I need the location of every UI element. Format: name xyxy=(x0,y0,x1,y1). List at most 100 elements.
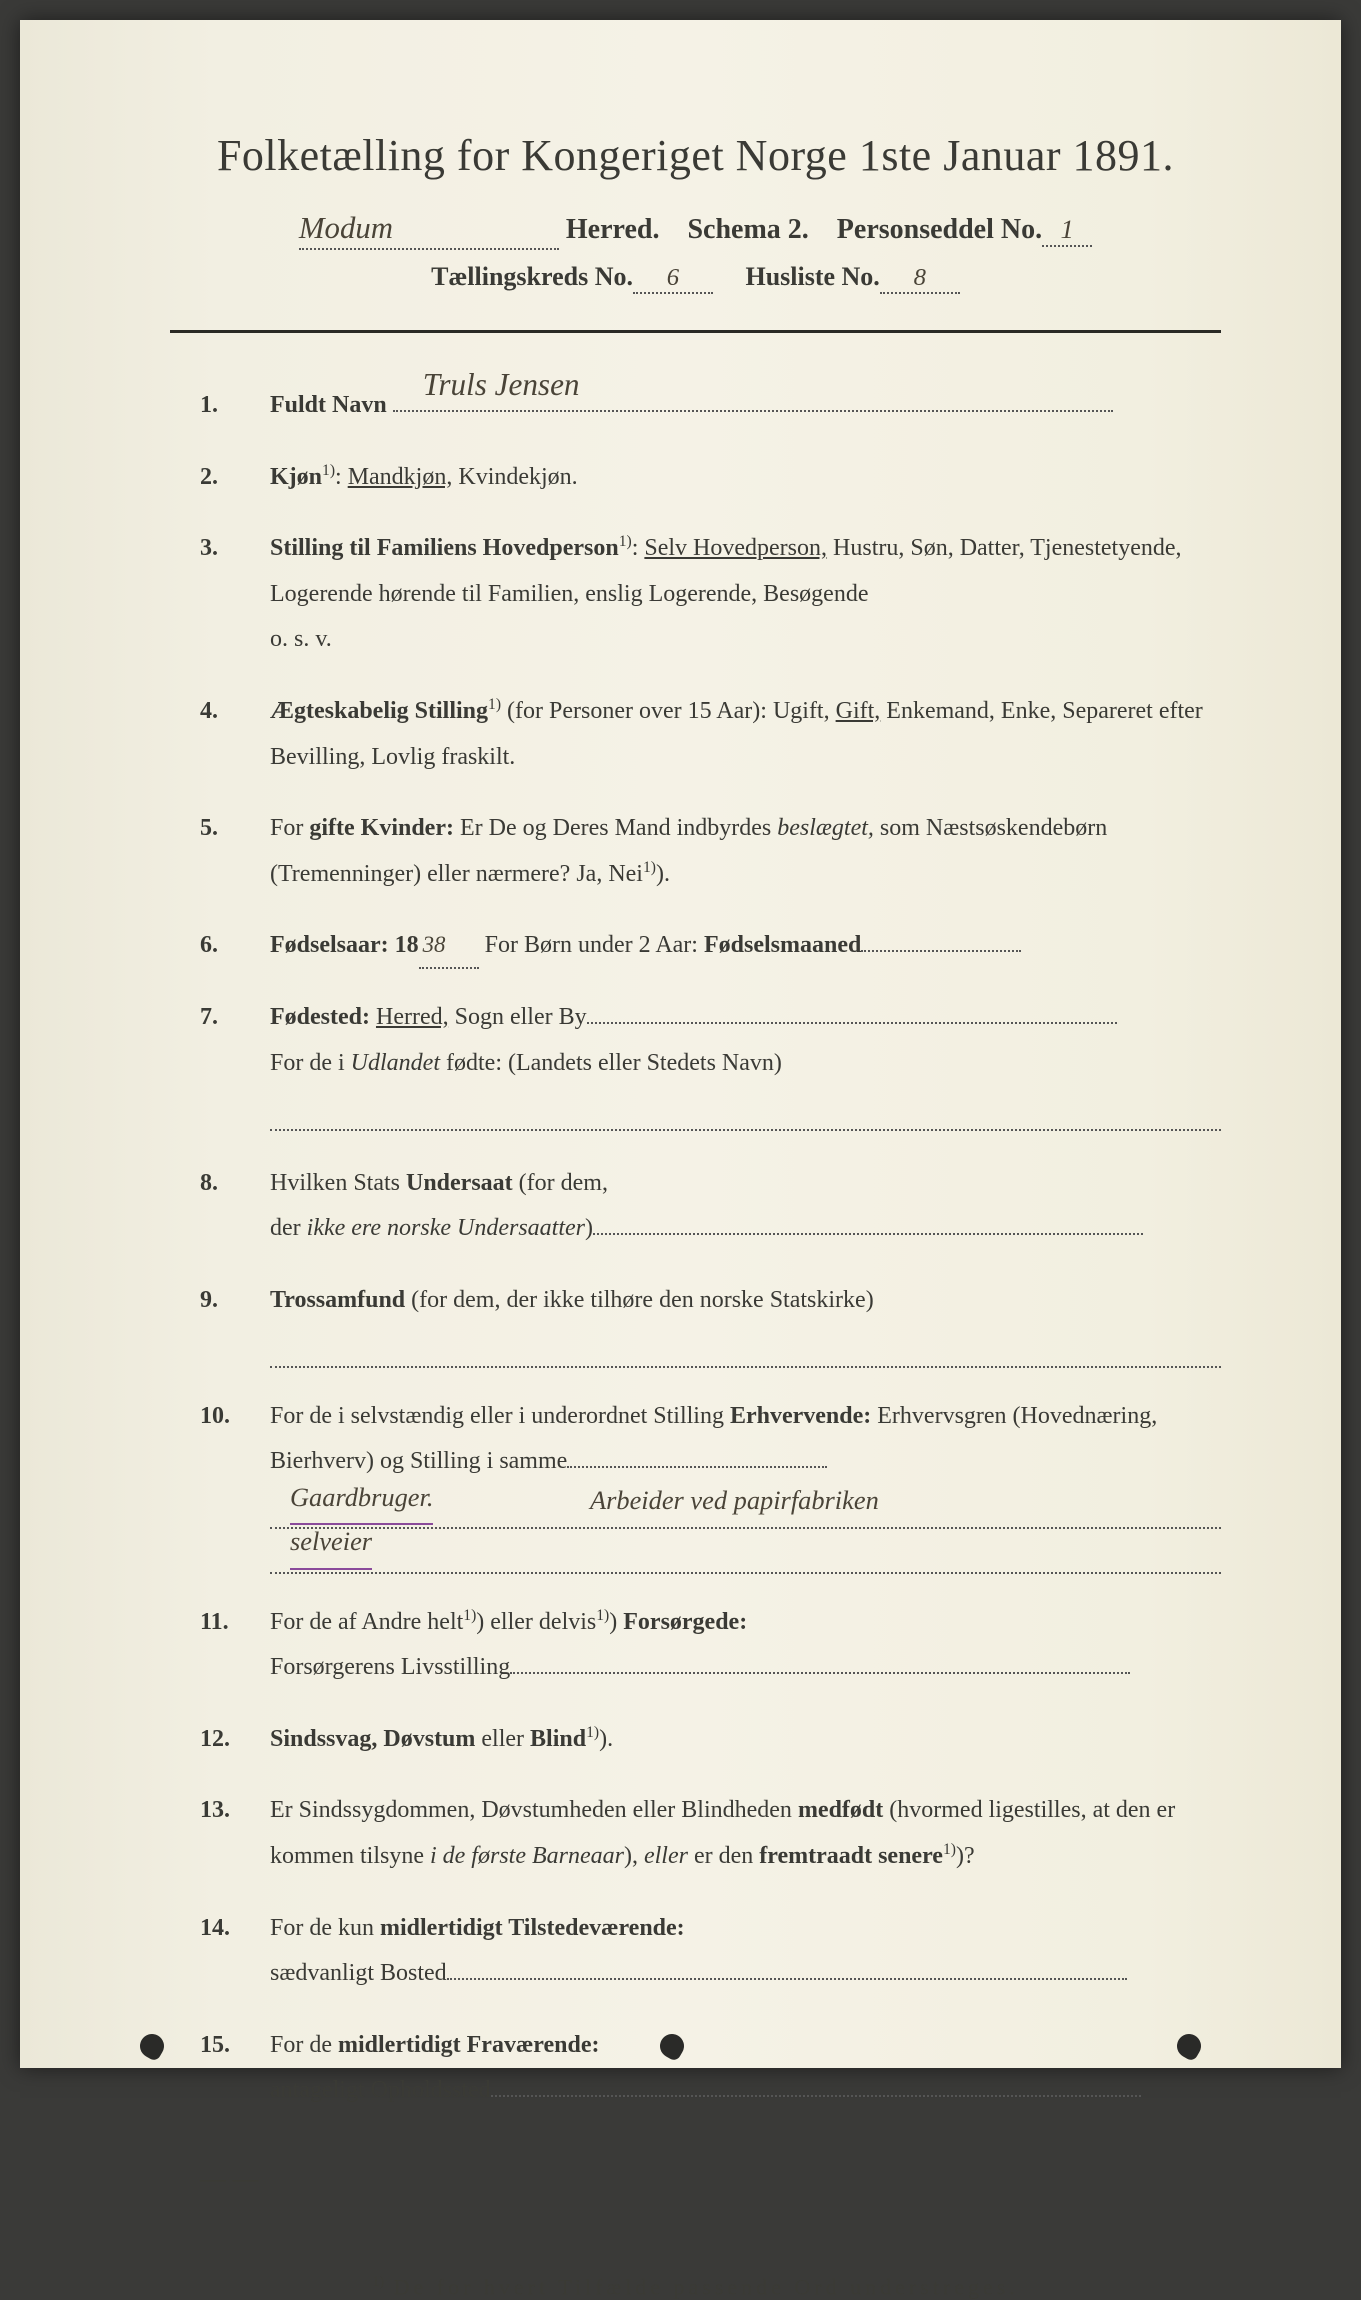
label: Kjøn xyxy=(270,464,322,490)
item-number: 5. xyxy=(200,806,270,852)
year-field: 38 xyxy=(419,923,479,968)
item-12: 12. Sindssvag, Døvstum eller Blind1)). xyxy=(200,1717,1221,1763)
item-number: 14. xyxy=(200,1906,270,1952)
item-number: 11. xyxy=(200,1600,270,1646)
text-italic: ikke ere norske Undersaatter xyxy=(307,1215,585,1241)
item-body: Kjøn1): Mandkjøn, Kvindekjøn. xyxy=(270,455,1221,501)
herred-label: Herred. xyxy=(566,214,660,245)
item-number: 1. xyxy=(200,383,270,429)
item-9: 9. Trossamfund (for dem, der ikke tilhør… xyxy=(200,1278,1221,1368)
text: eller delvis xyxy=(484,1609,596,1635)
label: Fødested: xyxy=(270,1004,370,1030)
footnote-ref: 1) xyxy=(586,1724,599,1741)
item-8: 8. Hvilken Stats Undersaat (for dem, der… xyxy=(200,1161,1221,1252)
item-6: 6. Fødselsaar: 1838 For Børn under 2 Aar… xyxy=(200,923,1221,969)
footnote-ref: 1) xyxy=(943,1841,956,1858)
item-1: 1. Fuldt Navn Truls Jensen xyxy=(200,383,1221,429)
text: Sogn eller By xyxy=(449,1004,587,1030)
person-label: Personseddel No. xyxy=(837,214,1042,245)
birthplace-field xyxy=(587,1002,1117,1024)
occupation-value-2: Arbeider ved papirfabriken xyxy=(590,1475,879,1525)
item-number: 3. xyxy=(200,526,270,572)
footnote-ref: 1) xyxy=(596,1607,609,1624)
option-selected: Gift, xyxy=(836,698,881,724)
kreds-no: 6 xyxy=(633,264,713,294)
residence-field xyxy=(447,1959,1127,1981)
herred-field: Modum xyxy=(299,211,559,250)
footnote-marker: 1) xyxy=(372,2274,384,2290)
item-body: For de af Andre helt1)) eller delvis1)) … xyxy=(270,1600,1221,1691)
item-11: 11. For de af Andre helt1)) eller delvis… xyxy=(200,1600,1221,1691)
text: Er De og Deres Mand indbyrdes xyxy=(454,815,777,841)
text: For de af Andre helt xyxy=(270,1609,463,1635)
item-number: 4. xyxy=(200,689,270,735)
text: eller xyxy=(475,1726,530,1752)
item-number: 8. xyxy=(200,1161,270,1207)
item-14: 14. For de kun midlertidigt Tilstedevære… xyxy=(200,1906,1221,1997)
item-number: 2. xyxy=(200,455,270,501)
dash-mark: — — xyxy=(200,2164,1221,2194)
subtitle-line-2: Tællingskreds No.6 Husliste No.8 xyxy=(170,262,1221,294)
item-body: For de i selvstændig eller i underordnet… xyxy=(270,1394,1221,1574)
item-body: Trossamfund (for dem, der ikke tilhøre d… xyxy=(270,1278,1221,1368)
item-15: 15. For de midlertidigt Fraværende: anta… xyxy=(200,2023,1221,2114)
text: antageligt Opholdssted xyxy=(270,2077,491,2103)
text: (for Personer over 15 Aar): Ugift, xyxy=(501,698,836,724)
label: fremtraadt senere xyxy=(759,1843,943,1869)
label: midlertidigt Fraværende: xyxy=(338,2032,600,2058)
provider-field xyxy=(510,1653,1130,1675)
item-2: 2. Kjøn1): Mandkjøn, Kvindekjøn. xyxy=(200,455,1221,501)
label: midlertidigt Tilstedeværende: xyxy=(380,1915,685,1941)
footnote: 1) De for hvert Tilfælde passende Ord un… xyxy=(170,2274,1221,2300)
occupation-value-3: selveier xyxy=(290,1516,372,1569)
citizenship-field xyxy=(593,1214,1143,1236)
occupation-field-c: selveier xyxy=(270,1535,1221,1573)
label: medfødt xyxy=(798,1797,883,1823)
item-body: Sindssvag, Døvstum eller Blind1)). xyxy=(270,1717,1221,1763)
label: Sindssvag, Døvstum xyxy=(270,1726,475,1752)
text: (for dem, der ikke tilhøre den norske St… xyxy=(405,1287,874,1313)
option-selected: Herred, xyxy=(376,1004,449,1030)
text-italic: beslægtet, xyxy=(777,815,874,841)
item-body: For de midlertidigt Fraværende: antageli… xyxy=(270,2023,1221,2114)
text: fødte: (Landets eller Stedets Navn) xyxy=(440,1050,782,1076)
item-number: 13. xyxy=(200,1788,270,1834)
text: ) xyxy=(585,1215,593,1241)
occupation-field-a xyxy=(567,1447,827,1469)
option-selected: Selv Hovedperson, xyxy=(644,535,827,561)
item-body: Ægteskabelig Stilling1) (for Personer ov… xyxy=(270,689,1221,780)
form-items: 1. Fuldt Navn Truls Jensen 2. Kjøn1): Ma… xyxy=(170,383,1221,2114)
faith-field xyxy=(270,1329,1221,1367)
item-number: 6. xyxy=(200,923,270,969)
text: Hvilken Stats xyxy=(270,1170,406,1196)
option-selected: Mandkjøn, xyxy=(348,464,453,490)
month-field xyxy=(861,931,1021,953)
item-10: 10. For de i selvstændig eller i underor… xyxy=(200,1394,1221,1574)
divider xyxy=(170,330,1221,333)
footnote-ref: 1) xyxy=(643,859,656,876)
label: Stilling til Familiens Hovedperson xyxy=(270,535,619,561)
text: der xyxy=(270,1215,307,1241)
item-7: 7. Fødested: Herred, Sogn eller By For d… xyxy=(200,995,1221,1131)
text-italic: i de første Barneaar xyxy=(430,1843,624,1869)
text: er den xyxy=(688,1843,759,1869)
schema-label: Schema 2. xyxy=(687,214,808,245)
item-body: Fuldt Navn Truls Jensen xyxy=(270,383,1221,429)
etc: o. s. v. xyxy=(270,617,1221,663)
text: For de kun xyxy=(270,1915,380,1941)
text: For de i selvstændig eller i underordnet… xyxy=(270,1403,730,1429)
item-body: Er Sindssygdommen, Døvstumheden eller Bl… xyxy=(270,1788,1221,1879)
text: sædvanligt Bosted xyxy=(270,1960,447,1986)
text: For Børn under 2 Aar: xyxy=(479,932,704,958)
label: Erhvervende: xyxy=(730,1403,871,1429)
label: Forsørgede: xyxy=(623,1609,747,1635)
item-13: 13. Er Sindssygdommen, Døvstumheden elle… xyxy=(200,1788,1221,1879)
label: Ægteskabelig Stilling xyxy=(270,698,488,724)
footnote-ref: 1) xyxy=(322,462,335,479)
husliste-no: 8 xyxy=(880,264,960,294)
item-body: For de kun midlertidigt Tilstedeværende:… xyxy=(270,1906,1221,1997)
item-5: 5. For gifte Kvinder: Er De og Deres Man… xyxy=(200,806,1221,897)
item-body: Fødested: Herred, Sogn eller By For de i… xyxy=(270,995,1221,1131)
subtitle-line-1: Modum Herred. Schema 2. Personseddel No.… xyxy=(170,211,1221,250)
person-no: 1 xyxy=(1042,214,1092,247)
